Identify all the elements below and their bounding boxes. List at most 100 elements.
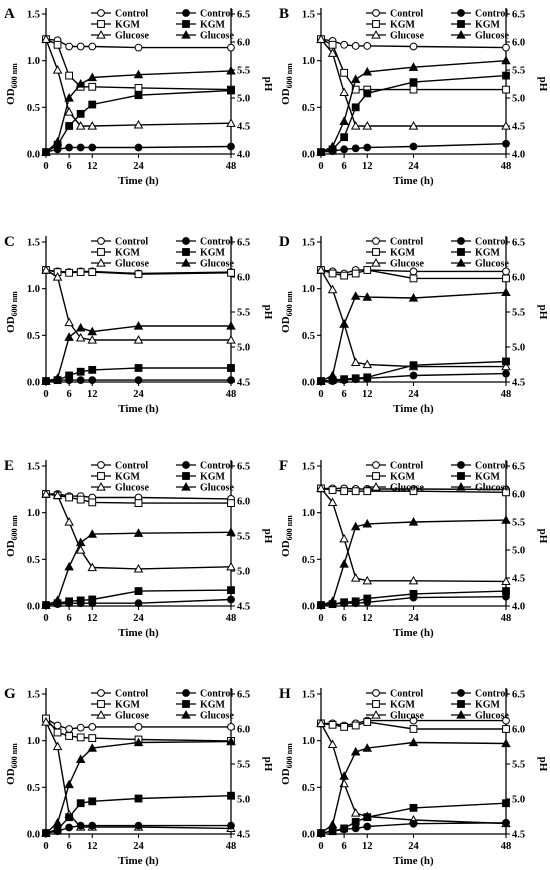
ph-tick-label: 5.0 [237, 94, 250, 105]
legend-filled-triangle-icon [456, 258, 466, 267]
series-control-od-point [409, 819, 418, 828]
series-glucose-ph [316, 483, 511, 585]
series-glucose-ph-point [316, 265, 326, 274]
series-control-od-point [65, 823, 74, 832]
legend-open-circle-icon [97, 237, 105, 245]
series-kgm-od-point [227, 364, 235, 372]
time-tick-label: 6 [67, 389, 72, 400]
series-glucose-ph-point [52, 272, 63, 281]
legend-open-circle-icon [97, 689, 105, 697]
legend-open-triangle-icon [371, 710, 381, 719]
series-kgm-od-point [65, 371, 74, 380]
series-glucose-od-point [501, 55, 511, 65]
ph-tick-label: 6.0 [512, 490, 525, 501]
legend-open-label: Control [115, 461, 148, 472]
time-tick-label: 0 [43, 841, 48, 852]
od-axis-title: OD600 nm [5, 743, 19, 785]
time-tick-label: 6 [67, 613, 72, 624]
ph-tick-label: 6.5 [512, 10, 525, 21]
series-kgm-ph-point [328, 40, 337, 49]
series-glucose-ph-point [226, 118, 236, 127]
series-kgm-ph-point [88, 734, 97, 743]
series-glucose-od-point [41, 600, 51, 609]
series-kgm-ph-point [76, 495, 85, 504]
series-glucose-ph-point [41, 265, 51, 274]
series-kgm-ph-point [363, 266, 372, 274]
legend-filled-label: Control [475, 689, 508, 700]
legend-filled-circle-icon [457, 689, 465, 697]
series-glucose-od-point [362, 292, 373, 301]
series-kgm-od-point [340, 824, 349, 833]
od-axis-title: OD600 nm [5, 291, 19, 333]
series-control-od [317, 139, 510, 157]
series-kgm-ph-point [65, 732, 74, 740]
od-tick-label: 1.0 [302, 284, 315, 295]
series-kgm-od-point [363, 594, 372, 603]
ph-tick-label: 5.5 [237, 532, 250, 543]
series-kgm-od-point [502, 71, 510, 80]
od-tick-label: 1.5 [302, 462, 315, 473]
series-glucose-ph-point [75, 332, 86, 342]
legend-open-circle-icon [372, 9, 380, 17]
series-glucose-od-point [408, 62, 419, 71]
legend-filled-label: Control [475, 237, 508, 248]
series-glucose-od-point [52, 595, 63, 605]
series-glucose-ph-point [41, 34, 51, 43]
series-glucose-ph-point [133, 119, 144, 129]
series-glucose-od-point [350, 521, 361, 531]
series-control-od-point [227, 595, 235, 604]
ph-tick-label: 5.0 [237, 795, 250, 806]
series-glucose-ph-point [41, 489, 51, 498]
ph-axis-title: pH [262, 529, 274, 544]
series-kgm-od-point [134, 587, 143, 595]
legend-open-triangle-icon [371, 258, 381, 267]
od-axis-title-sub: 600 nm [285, 515, 294, 540]
series-glucose-od-point [87, 529, 98, 538]
od-tick-label: 1.5 [302, 238, 315, 249]
series-kgm-od [42, 791, 235, 837]
time-tick-label: 0 [43, 613, 48, 624]
series-glucose-ph-point [339, 87, 349, 97]
series-control-ph-point [502, 716, 510, 725]
time-tick-label: 24 [408, 389, 419, 400]
series-glucose-ph-point [350, 121, 361, 130]
time-tick-label: 12 [87, 161, 98, 172]
time-tick-label: 48 [501, 841, 512, 852]
od-tick-label: 0.0 [27, 378, 40, 389]
legend-open-label: Glucose [115, 259, 149, 270]
series-glucose-od-point [226, 321, 236, 330]
series-kgm-od-point [76, 109, 85, 118]
series-control-od-point [502, 139, 510, 148]
series-glucose-od-point [339, 319, 349, 328]
legend-open-label: Control [390, 237, 423, 248]
legend-open-label: Control [390, 689, 423, 700]
ph-tick-label: 4.0 [237, 150, 250, 161]
series-kgm-od-point [134, 91, 143, 100]
series-glucose-od-line [320, 60, 507, 153]
ph-tick-label: 6.5 [512, 462, 525, 473]
od-axis-title-sub: 600 nm [10, 743, 19, 768]
series-glucose-ph-point [362, 575, 373, 585]
legend-open-triangle-icon [371, 30, 381, 39]
od-tick-label: 1.5 [27, 10, 40, 21]
time-tick-label: 12 [87, 841, 98, 852]
series-glucose-od-point [226, 65, 236, 75]
series-kgm-ph-point [340, 271, 349, 280]
series-glucose-od [316, 287, 511, 385]
series-kgm-od-point [502, 587, 510, 595]
ph-axis-title: pH [262, 305, 274, 320]
legend-filled-circle-icon [182, 237, 190, 245]
series-kgm-ph-point [88, 268, 97, 277]
ph-tick-label: 4.0 [512, 150, 525, 161]
legend-open-circle-icon [97, 9, 105, 17]
od-axis-title: OD600 nm [5, 515, 19, 557]
series-glucose-ph-point [327, 284, 338, 294]
time-axis-title: Time (h) [118, 175, 159, 187]
od-tick-label: 0.5 [302, 103, 315, 114]
legend-open-label: KGM [390, 700, 416, 711]
legend-open-label: Glucose [115, 711, 149, 722]
series-kgm-od-point [409, 803, 418, 812]
